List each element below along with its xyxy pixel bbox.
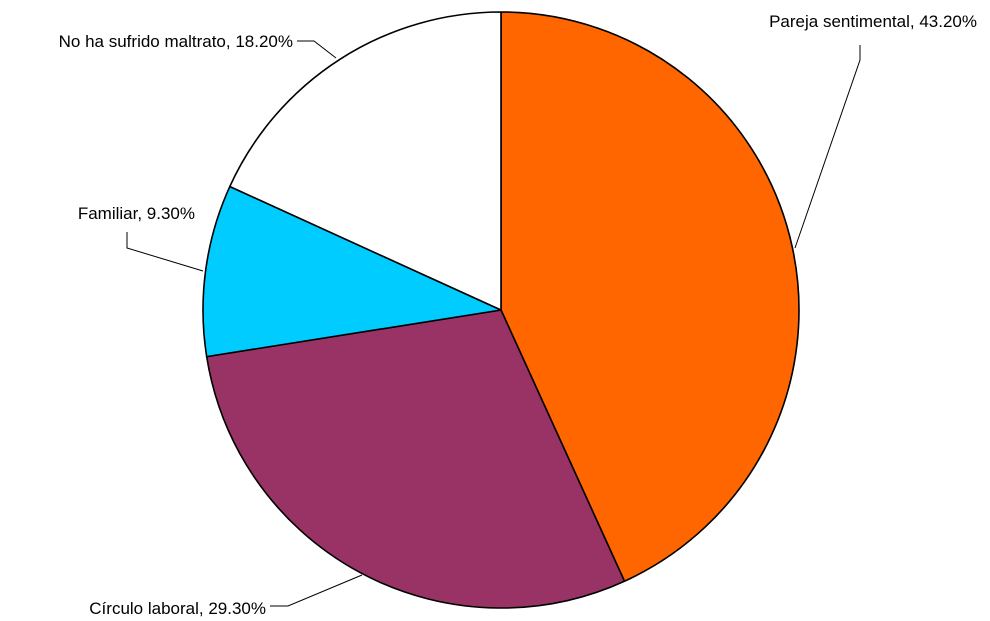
pie-slice-familiar [202,185,502,358]
pie-slice-no-ha-sufrido-maltrato [228,11,502,311]
slice-label-no-maltrato: No ha sufrido maltrato, 18.20% [59,32,293,51]
slice-label-pareja: Pareja sentimental, 43.20% [769,12,977,31]
leader-line-circulo [270,574,363,607]
slice-label-familiar: Familiar, 9.30% [78,204,195,223]
leader-line-pareja [794,45,861,249]
leader-lines [126,40,861,607]
pie-slice-pareja-sentimental [500,11,800,583]
pie-slices [202,11,800,609]
slice-label-circulo: Círculo laboral, 29.30% [89,599,266,618]
leader-line-no-maltrato [297,40,337,59]
leader-line-familiar [126,232,204,272]
slice-labels: Pareja sentimental, 43.20% Círculo labor… [59,12,977,618]
pie-slice-circulo-laboral [205,309,626,609]
